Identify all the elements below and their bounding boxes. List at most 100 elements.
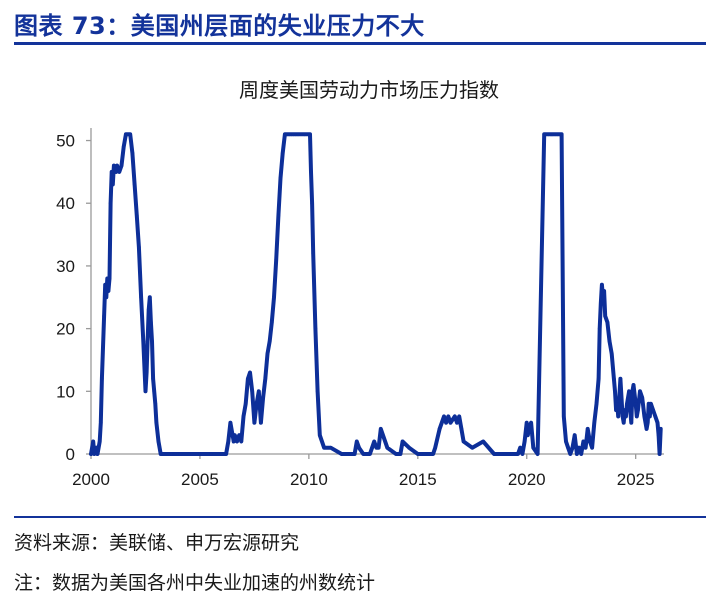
data-point <box>453 414 457 419</box>
data-point <box>605 320 610 325</box>
data-point <box>631 383 636 387</box>
data-point <box>132 182 137 187</box>
data-point <box>224 452 228 456</box>
data-point <box>461 439 466 444</box>
data-point <box>154 420 159 425</box>
data-point <box>651 408 655 412</box>
y-tick-label: 0 <box>66 445 75 464</box>
data-point <box>455 420 459 425</box>
data-point <box>642 414 647 419</box>
data-point <box>241 414 246 419</box>
chart-title: 周度美国劳动力市场压力指数 <box>239 78 499 102</box>
data-point <box>108 201 113 205</box>
data-point <box>575 452 579 456</box>
data-point <box>339 452 344 456</box>
data-point <box>145 339 150 344</box>
data-point <box>583 445 588 450</box>
data-point <box>644 427 649 431</box>
data-point <box>448 420 453 425</box>
data-point <box>309 170 313 174</box>
y-tick-label: 10 <box>56 382 75 401</box>
data-point <box>437 427 442 431</box>
data-point <box>119 163 124 168</box>
data-point <box>526 433 530 438</box>
data-point <box>600 282 604 287</box>
data-point <box>233 433 237 438</box>
data-point <box>636 408 640 412</box>
data-point <box>627 389 631 394</box>
data-point <box>267 339 272 344</box>
data-point <box>99 420 103 425</box>
y-tick-label: 50 <box>56 132 75 151</box>
data-point <box>315 389 320 394</box>
data-point <box>121 145 126 149</box>
x-tick-label: 2025 <box>617 470 655 489</box>
data-point <box>385 445 390 450</box>
data-point <box>130 151 135 155</box>
series-line <box>89 132 663 456</box>
data-point <box>625 402 629 406</box>
data-point <box>257 389 261 394</box>
x-tick-label: 2000 <box>72 470 110 489</box>
figure-title: 图表 73：美国州层面的失业压力不大 <box>14 12 425 40</box>
data-points <box>89 132 663 456</box>
data-point <box>135 214 139 218</box>
data-point <box>597 326 602 331</box>
data-point <box>530 433 534 438</box>
data-point <box>146 308 151 312</box>
data-point <box>592 420 597 425</box>
data-point <box>444 420 448 425</box>
y-axis-ticks: 0 10 20 30 40 50 <box>56 132 91 464</box>
data-point <box>112 163 116 168</box>
data-point <box>621 420 626 425</box>
data-point <box>252 420 257 425</box>
data-point <box>577 445 581 450</box>
data-point <box>139 295 143 300</box>
data-point <box>115 163 119 168</box>
data-point <box>645 420 650 425</box>
data-point <box>609 351 614 356</box>
data-point <box>104 295 109 300</box>
data-point <box>564 439 568 444</box>
data-point <box>263 377 268 381</box>
data-point <box>270 320 274 325</box>
data-point <box>566 445 570 450</box>
data-point <box>594 402 599 406</box>
data-point <box>602 289 606 293</box>
data-point <box>107 276 112 281</box>
data-point <box>612 377 616 381</box>
data-point <box>568 452 573 456</box>
data-point <box>272 295 276 300</box>
data-point <box>94 445 99 450</box>
data-point <box>656 433 661 438</box>
data-point <box>296 132 300 137</box>
data-point <box>624 414 628 419</box>
data-point <box>141 339 146 344</box>
data-point <box>596 377 601 381</box>
data-point <box>250 389 254 394</box>
data-point <box>261 395 265 400</box>
data-point <box>535 452 540 456</box>
data-point <box>407 445 411 450</box>
x-tick-label: 2015 <box>399 470 437 489</box>
data-point <box>235 439 239 444</box>
y-tick-label: 40 <box>56 194 75 213</box>
data-point <box>416 452 420 456</box>
data-point <box>620 414 625 419</box>
data-point <box>516 452 520 456</box>
data-point <box>579 452 583 456</box>
footer-rule <box>14 516 706 518</box>
data-point <box>619 395 624 400</box>
data-point <box>198 452 202 456</box>
data-point <box>657 452 662 456</box>
data-point <box>629 420 634 425</box>
data-point <box>156 439 161 444</box>
data-point <box>614 408 618 412</box>
data-point <box>92 452 97 456</box>
data-point <box>520 452 525 456</box>
data-point <box>630 389 635 394</box>
data-point <box>400 439 405 444</box>
data-point <box>149 320 153 325</box>
data-point <box>274 257 279 262</box>
